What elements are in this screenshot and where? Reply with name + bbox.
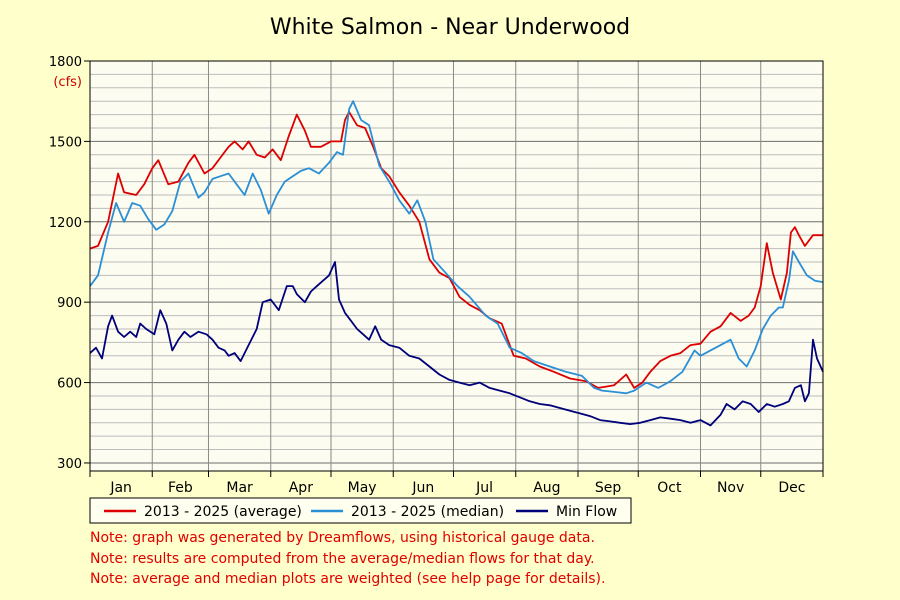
y-tick-label: 600 (57, 377, 82, 392)
note-line: Note: graph was generated by Dreamflows,… (90, 530, 595, 546)
x-tick-label: May (348, 480, 377, 496)
notes: Note: graph was generated by Dreamflows,… (90, 528, 605, 590)
y-tick-label: 1500 (49, 135, 82, 150)
grid (90, 60, 823, 471)
legend: 2013 - 2025 (average) 2013 - 2025 (median… (89, 497, 632, 524)
x-tick-label: Sep (595, 480, 622, 496)
note-line: Note: results are computed from the aver… (90, 550, 595, 567)
x-tick-label: Jul (475, 480, 493, 496)
y-tick-label: 1200 (49, 216, 82, 231)
x-tick-label: Mar (226, 480, 253, 496)
x-tick-label: Aug (533, 480, 560, 496)
series-line-min-flow (89, 261, 824, 427)
plot-frame (89, 60, 824, 472)
series-line-median (89, 100, 824, 395)
chart-title: White Salmon - Near Underwood (270, 15, 630, 40)
series-line-average (89, 111, 823, 389)
series-group (89, 100, 824, 427)
x-tick-label: Oct (657, 480, 682, 496)
y-tick-label: 300 (57, 457, 82, 472)
x-tick-label: Jan (109, 480, 132, 496)
y-axis: 300 600 900 1200 1500 1800 (49, 55, 90, 472)
y-tick-label: 1800 (49, 55, 82, 70)
x-tick-label: Feb (168, 480, 193, 496)
x-tick-label: Nov (717, 480, 744, 496)
x-tick-label: Apr (289, 480, 313, 496)
y-tick-label: 900 (57, 296, 82, 311)
legend-label: 2013 - 2025 (median) (351, 504, 504, 520)
x-tick-label: Jun (411, 480, 434, 496)
legend-label: 2013 - 2025 (average) (144, 504, 302, 520)
x-axis: Jan Feb Mar Apr May Jun Jul Aug Sep Oct Nov Dec (89, 471, 824, 496)
y-unit-label: (cfs) (53, 75, 82, 90)
x-tick-label: Dec (778, 480, 805, 496)
note-line: Note: average and median plots are weigh… (90, 571, 606, 587)
legend-label: Min Flow (556, 504, 617, 520)
